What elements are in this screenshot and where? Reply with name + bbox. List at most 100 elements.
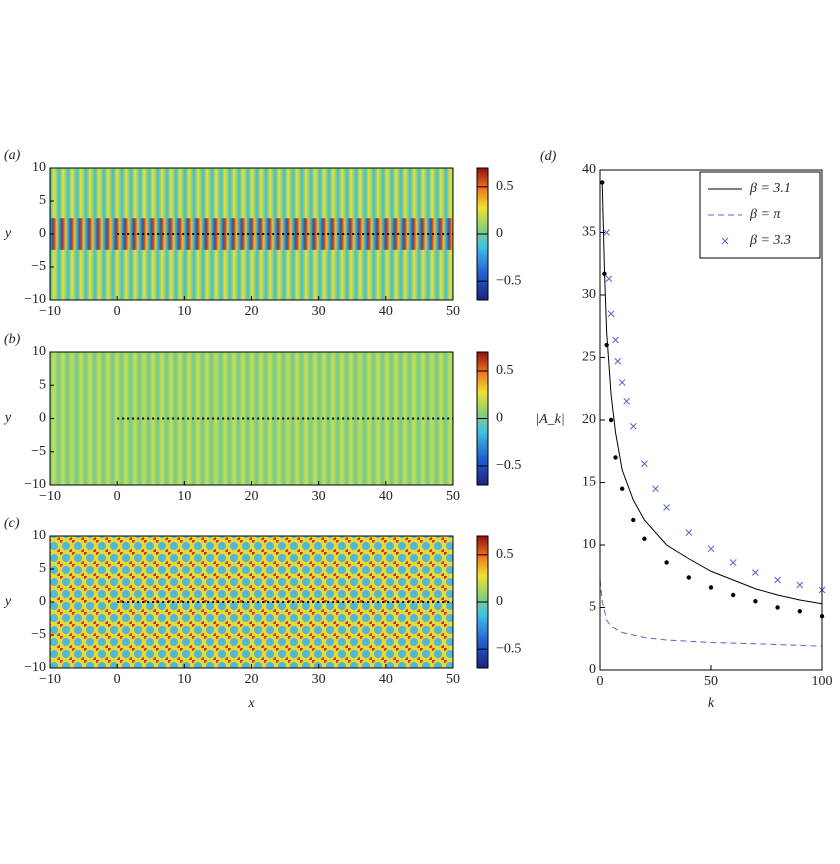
y-tick-label: 15 [582,475,596,490]
colorbar-tick-label: 0 [496,594,503,609]
x-tick-label: 20 [245,304,259,319]
x-tick-label: 10 [177,489,191,504]
dot-marker [642,536,647,541]
panel-label: (c) [4,516,20,531]
x-tick-label: 40 [379,672,393,687]
x-marker [623,397,630,405]
x-marker [605,275,613,283]
y-axis-label: y [3,594,12,609]
colorbar-tick-label: −0.5 [496,273,521,288]
colorbar-tick-label: 0.5 [496,363,514,378]
legend-swatch [721,237,729,245]
y-tick-label: 0 [39,594,46,609]
y-tick-label: −5 [31,444,46,459]
series-line [601,182,823,605]
y-tick-label: 10 [32,160,46,175]
x-tick-label: 50 [704,674,718,689]
y-tick-label: 0 [39,226,46,241]
series-line [599,579,823,647]
y-axis-label: |A_k| [535,412,564,427]
dot-marker [664,560,669,565]
x-marker [607,310,615,318]
colorbar-tick-label: 0.5 [496,179,514,194]
x-tick-label: 30 [312,489,326,504]
x-tick-label: 10 [177,304,191,319]
y-tick-label: −10 [24,292,46,307]
x-axis-label: k [708,696,715,711]
panel-label: (b) [4,332,21,347]
dot-marker [731,592,736,598]
x-marker [707,545,715,553]
dot-marker [753,599,758,604]
y-tick-label: 5 [39,193,46,208]
dot-marker [613,455,618,460]
y-tick-label: −5 [31,259,46,274]
dot-marker [620,486,625,491]
y-axis-label: y [3,411,12,426]
x-marker [729,559,737,566]
x-tick-label: 20 [245,672,259,687]
x-axis-label: x [247,696,255,711]
x-tick-label: 50 [446,489,460,504]
x-marker [652,485,659,493]
y-tick-label: 10 [32,528,46,543]
dot-marker [602,271,607,276]
y-tick-label: 40 [582,162,596,177]
x-marker [618,379,626,386]
colorbar-tick-label: 0 [496,411,503,426]
x-marker [663,504,670,511]
x-marker [685,529,693,536]
y-tick-label: 10 [32,344,46,359]
dot-marker [686,575,691,580]
x-tick-label: 100 [812,674,833,689]
x-tick-label: 20 [245,489,259,504]
y-tick-label: 25 [582,350,596,365]
plot-frame [599,169,823,671]
plot-frame [49,351,454,486]
y-tick-label: 30 [582,287,596,302]
x-tick-label: −10 [39,672,61,687]
x-marker [641,460,648,468]
colorbar-tick-label: −0.5 [496,641,521,656]
legend-label: β = 3.3 [749,233,791,248]
legend-label: β = π [749,207,781,222]
y-tick-label: −10 [24,660,46,675]
x-tick-label: 30 [312,672,326,687]
y-tick-label: 5 [39,561,46,576]
dot-marker [600,180,605,185]
colorbar-tick-label: 0.5 [496,547,514,562]
x-marker [752,569,759,576]
dot-marker [608,417,614,423]
x-tick-label: 0 [114,672,121,687]
x-marker [612,336,619,344]
x-marker [603,229,611,236]
x-tick-label: 30 [312,304,326,319]
colorbar-tick-label: 0 [496,226,503,241]
x-marker [774,576,781,584]
y-tick-label: 0 [589,662,596,677]
y-tick-label: 5 [39,377,46,392]
x-tick-label: 50 [446,672,460,687]
x-tick-label: 0 [114,304,121,319]
y-tick-label: −10 [24,477,46,492]
y-tick-label: 35 [582,225,596,240]
dot-marker [708,585,714,590]
panel-label: (d) [540,149,557,164]
plot-frame [49,535,454,669]
legend-label: β = 3.1 [749,181,791,196]
y-axis-label: y [3,226,12,241]
colorbar-tick-label: −0.5 [496,458,521,473]
y-tick-label: 5 [589,600,596,615]
dot-marker [604,342,609,348]
panel-label: (a) [4,148,21,163]
x-tick-label: −10 [39,304,61,319]
x-tick-label: 40 [379,304,393,319]
x-marker [796,581,804,589]
y-tick-label: 20 [582,412,596,427]
x-tick-label: 10 [177,672,191,687]
y-tick-label: 10 [582,537,596,552]
x-tick-label: 50 [446,304,460,319]
x-marker [614,357,622,365]
y-tick-label: −5 [31,627,46,642]
